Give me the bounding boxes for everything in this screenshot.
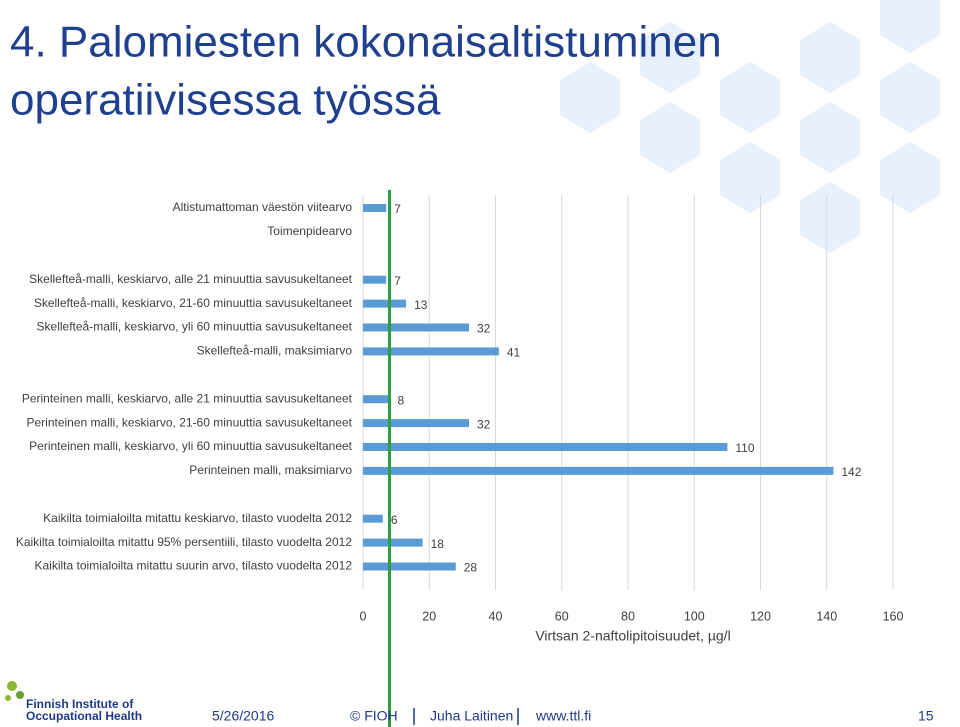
- bar: [363, 395, 390, 404]
- value-label: 142: [841, 465, 861, 479]
- logo: Finnish Institute of Occupational Health: [5, 681, 142, 723]
- bar: [363, 562, 456, 571]
- logo-text: Occupational Health: [26, 709, 142, 723]
- x-tick-label: 0: [360, 609, 367, 623]
- x-tick-label: 20: [422, 609, 436, 623]
- footer-page: 15: [918, 708, 934, 724]
- value-label: 110: [735, 441, 754, 455]
- bar: [363, 275, 387, 284]
- value-label: 32: [477, 417, 491, 431]
- bar: [363, 419, 469, 428]
- value-label: 41: [507, 346, 521, 360]
- category-label: Skellefteå-malli, keskiarvo, alle 21 min…: [29, 272, 352, 286]
- category-label: Kaikilta toimialoilta mitattu keskiarvo,…: [43, 511, 352, 525]
- category-label: Perinteinen malli, keskiarvo, yli 60 min…: [29, 439, 352, 453]
- chart: 0 20 40 60 80 100 120 140 160 Virtsan 2-naftolipi…: [16, 190, 904, 727]
- category-label: Toimenpidearvo: [267, 224, 352, 238]
- hexagon-decoration: [560, 0, 940, 253]
- bar: [363, 323, 469, 332]
- title: operatiivisessa työssä: [10, 76, 441, 125]
- value-label: 28: [464, 561, 478, 575]
- bar: [363, 538, 423, 547]
- footer-url: www.ttl.fi: [535, 708, 591, 724]
- value-label: 7: [394, 202, 401, 216]
- value-label: 6: [391, 513, 398, 527]
- title: 4. Palomiesten kokonaisaltistuminen: [10, 18, 722, 67]
- bar: [363, 466, 834, 475]
- value-label: 18: [431, 537, 445, 551]
- category-label: Perinteinen malli, keskiarvo, 21-60 minu…: [26, 415, 352, 429]
- category-label: Kaikilta toimialoilta mitattu suurin arv…: [35, 559, 353, 573]
- x-tick-label: 60: [555, 609, 569, 623]
- footer-date: 5/26/2016: [212, 708, 274, 724]
- logo-mark: [16, 691, 24, 699]
- logo-mark: [7, 681, 17, 691]
- bar: [363, 443, 728, 451]
- footer-org: © FIOH: [350, 708, 398, 724]
- bar: [363, 204, 387, 212]
- value-label: 32: [477, 322, 491, 336]
- logo-mark: [5, 695, 11, 701]
- bar: [363, 299, 407, 308]
- logo-text: Finnish Institute of: [26, 697, 134, 711]
- category-label: Skellefteå-malli, keskiarvo, 21-60 minuu…: [34, 296, 353, 310]
- x-tick-label: 40: [489, 609, 503, 623]
- category-label: Altistumattoman väestön viitearvo: [173, 200, 353, 214]
- x-tick-label: 80: [621, 609, 635, 623]
- x-axis-title: Virtsan 2-naftolipitoisuudet, µg/l: [535, 628, 730, 644]
- x-tick-label: 100: [684, 609, 705, 623]
- x-tick-label: 140: [816, 609, 837, 623]
- category-label: Skellefteå-malli, keskiarvo, yli 60 minu…: [37, 320, 353, 334]
- footer-author: Juha Laitinen: [430, 708, 513, 724]
- x-tick-label: 160: [883, 609, 904, 623]
- value-label: 13: [414, 298, 428, 312]
- category-label: Skellefteå-malli, maksimiarvo: [197, 344, 353, 358]
- category-label: Perinteinen malli, keskiarvo, alle 21 mi…: [22, 391, 353, 405]
- value-label: 7: [394, 274, 401, 288]
- value-label: 8: [398, 393, 405, 407]
- category-label: Kaikilta toimialoilta mitattu 95% persen…: [16, 535, 353, 549]
- bar: [363, 347, 499, 356]
- bar: [363, 514, 383, 523]
- x-tick-label: 120: [750, 609, 771, 623]
- category-label: Perinteinen malli, maksimiarvo: [189, 463, 352, 477]
